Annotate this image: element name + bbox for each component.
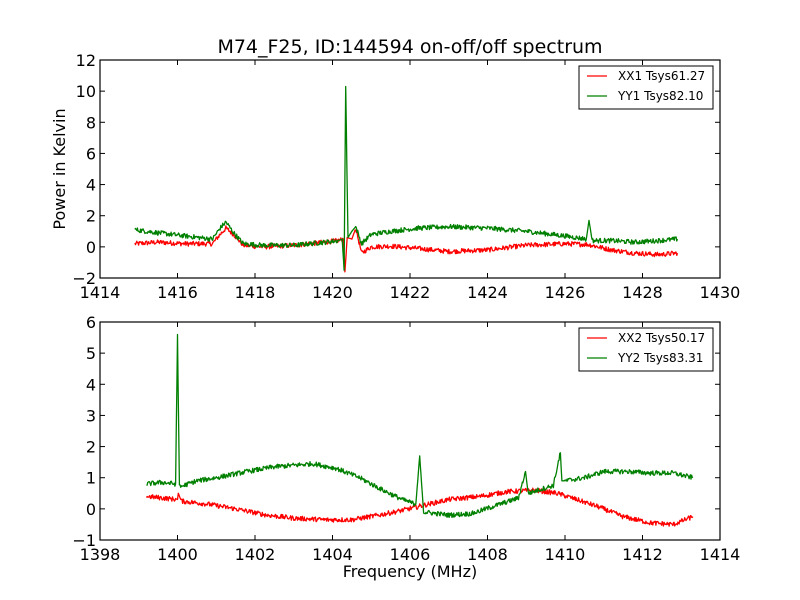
x-tick-label: 1420 [312,283,353,302]
x-tick-label: 1424 [467,283,508,302]
y-tick-label: 4 [86,375,96,394]
y-tick-label: 6 [86,313,96,332]
y-tick-label: 4 [86,176,96,195]
y-tick-label: 0 [86,500,96,519]
legend-bottom: XX2 Tsys50.17 YY2 Tsys83.31 [578,327,714,372]
subplot-bottom: 1398 1400 1402 1404 1406 1408 1410 1412 1414 −1 0 1… [72,313,740,581]
axes-frame-bottom [99,321,721,541]
y-tick-label: 8 [86,113,96,132]
x-tick-label: 1400 [157,545,198,564]
x-tick-label: 1412 [622,545,663,564]
y-tick-label: −1 [72,531,96,550]
legend-top: XX1 Tsys61.27 YY1 Tsys82.10 [578,65,714,110]
plot-area-bottom [145,333,694,527]
y-tick-label: 10 [76,82,96,101]
x-tick-label: 1422 [390,283,431,302]
x-tick-label: 1428 [622,283,663,302]
legend-box [578,327,714,372]
x-tick-label: 1408 [467,545,508,564]
legend-label-yy2: YY2 Tsys83.31 [617,351,703,365]
x-tick-label: 1416 [157,283,198,302]
series-line-xx2 [145,487,694,527]
ticks-bottom: 1398 1400 1402 1404 1406 1408 1410 1412 1414 −1 0 1… [72,313,740,564]
x-tick-label: 1414 [80,283,121,302]
subplot-top: M74_F25, ID:144594 on-off/off spectrum 1… [50,36,740,302]
y-tick-label: −2 [72,269,96,288]
y-tick-label: 2 [86,207,96,226]
axes-frame-top [99,59,721,279]
series-line-xx1 [134,225,679,273]
legend-label-yy1: YY1 Tsys82.10 [617,89,703,103]
legend-label-xx2: XX2 Tsys50.17 [618,331,705,345]
series-line-yy1 [134,85,679,271]
x-axis-label: Frequency (MHz) [343,562,477,581]
series-line-yy2 [146,333,694,518]
y-tick-label: 5 [86,344,96,363]
y-tick-label: 6 [86,144,96,163]
plot-area-top [134,85,679,273]
y-tick-label: 2 [86,438,96,457]
y-tick-label: 1 [86,469,96,488]
x-tick-label: 1418 [235,283,276,302]
legend-label-xx1: XX1 Tsys61.27 [618,69,705,83]
x-tick-label: 1426 [545,283,586,302]
x-tick-label: 1430 [700,283,741,302]
legend-box [578,65,714,110]
y-tick-label: 0 [86,238,96,257]
x-tick-label: 1406 [390,545,431,564]
x-tick-label: 1398 [80,545,121,564]
x-tick-label: 1404 [312,545,353,564]
ticks-top: 1414 1416 1418 1420 1422 1424 1426 1428 1430 −2 0 2… [72,51,740,302]
chart-title: M74_F25, ID:144594 on-off/off spectrum [217,36,602,58]
y-tick-label: 12 [76,51,96,70]
y-tick-label: 3 [86,406,96,425]
x-tick-label: 1402 [235,545,276,564]
x-tick-label: 1414 [700,545,741,564]
x-tick-label: 1410 [545,545,586,564]
y-axis-label: Power in Kelvin [50,108,69,229]
